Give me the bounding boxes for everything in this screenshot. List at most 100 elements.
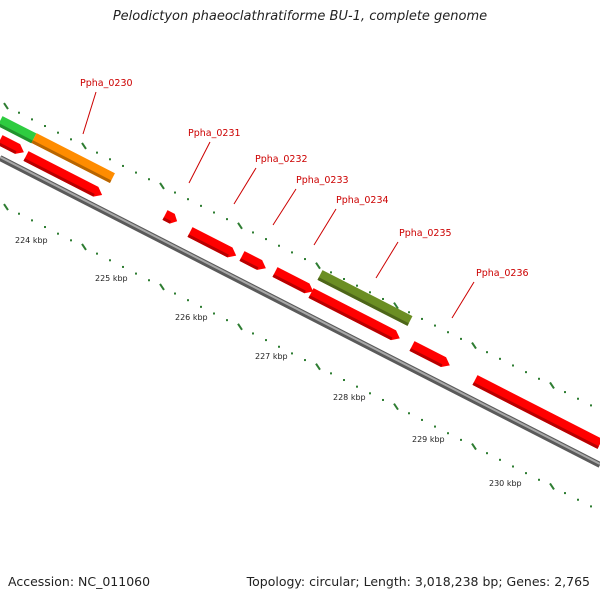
scale-dot (525, 472, 527, 475)
scale-dot (57, 131, 59, 134)
kbp-tick-label: 225 kbp (95, 274, 128, 283)
scale-dot (408, 412, 410, 415)
scale-dot (96, 151, 98, 154)
scale-dot (304, 258, 306, 261)
scale-dot (590, 505, 592, 508)
scale-dot (538, 478, 540, 481)
scale-dot (200, 204, 202, 207)
scale-dot (148, 178, 150, 181)
scale-dot (460, 438, 462, 441)
scale-dot (213, 211, 215, 214)
scale-dot (70, 138, 72, 141)
scale-dot (187, 198, 189, 201)
gene-ppha-0231 (162, 210, 178, 224)
scale-dot (369, 291, 371, 294)
scale-dot (382, 297, 384, 300)
scale-dot (564, 391, 566, 394)
scale-dot (122, 265, 124, 268)
leader-line (272, 188, 297, 226)
accession-text: Accession: NC_011060 (8, 574, 151, 589)
gene-ppha-0236 (472, 375, 600, 449)
scale-dot (408, 311, 410, 314)
scale-tick-mark (81, 243, 87, 251)
scale-dot (499, 458, 501, 461)
kbp-tick-label: 230 kbp (489, 479, 522, 488)
scale-dot (538, 377, 540, 380)
scale-tick-mark (471, 442, 477, 451)
scale-dot (174, 191, 176, 194)
kbp-tick-label: 226 kbp (175, 313, 208, 322)
gene-red-2 (409, 341, 450, 368)
scale-dot (382, 398, 384, 401)
scale-dot (44, 125, 46, 128)
scale-dot (512, 465, 514, 468)
scale-dot (122, 164, 124, 167)
scale-dot (343, 379, 345, 382)
scale-tick-mark (81, 142, 87, 150)
scale-tick-mark (315, 363, 321, 371)
scale-dot (252, 332, 254, 335)
gene-label-ppha-0236: Ppha_0236 (476, 268, 529, 279)
scale-dot (96, 252, 98, 255)
kbp-tick-label: 224 kbp (15, 236, 48, 245)
scale-dot (460, 337, 462, 340)
scale-dot (18, 111, 20, 114)
scale-tick-mark (3, 203, 9, 211)
scale-dot (18, 212, 20, 215)
gene-label-ppha-0232: Ppha_0232 (255, 154, 308, 165)
scale-dot (525, 371, 527, 374)
gene-red-1 (23, 151, 103, 197)
scale-dot (200, 305, 202, 308)
scale-dot (265, 238, 267, 241)
gene-ppha-0233 (239, 251, 266, 270)
scale-dot (512, 364, 514, 367)
genome-summary-text: Topology: circular; Length: 3,018,238 bp… (246, 574, 590, 589)
gene-red-partial (0, 135, 24, 154)
scale-tick-mark (3, 102, 9, 110)
gene-ppha-0230 (31, 133, 115, 184)
scale-dot (421, 418, 423, 421)
scale-dot (213, 312, 215, 315)
scale-tick-mark (237, 222, 243, 230)
scale-dot (70, 239, 72, 242)
scale-dot (135, 171, 137, 174)
leader-line (451, 281, 475, 319)
scale-tick-mark (159, 182, 165, 190)
scale-dot (434, 425, 436, 428)
scale-dot-rows (3, 102, 592, 508)
scale-dot (330, 271, 332, 274)
gene-label-ppha-0234: Ppha_0234 (336, 195, 389, 206)
scale-dot (447, 331, 449, 334)
scale-tick-mark (315, 262, 321, 270)
scale-dot (421, 317, 423, 320)
scale-tick-mark (393, 302, 399, 310)
scale-dot (109, 259, 111, 262)
scale-dot (148, 279, 150, 282)
kbp-tick-label: 227 kbp (255, 352, 288, 361)
scale-dot (499, 357, 501, 360)
scale-dot (57, 232, 59, 235)
gene-ppha-0234b (308, 288, 400, 341)
scale-dot (187, 299, 189, 302)
scale-dot (135, 272, 137, 275)
scale-tick-mark (549, 482, 555, 490)
scale-dot (265, 339, 267, 342)
scale-dot (330, 372, 332, 375)
scale-dot (174, 292, 176, 295)
gene-partial-green (0, 116, 37, 144)
gene-ppha-0235 (317, 270, 413, 326)
gene-ppha-0234 (272, 267, 314, 294)
scale-dot (252, 231, 254, 234)
leader-line (313, 208, 337, 246)
scale-dot (434, 324, 436, 327)
scale-dot (577, 397, 579, 400)
scale-dot (109, 158, 111, 161)
scale-dot (356, 385, 358, 388)
scale-dot (564, 492, 566, 495)
scale-dot (304, 359, 306, 362)
map-title: Pelodictyon phaeoclathratiforme BU-1, co… (112, 9, 488, 24)
scale-dot (226, 218, 228, 221)
scale-tick-mark (471, 341, 477, 350)
scale-dot (369, 392, 371, 395)
scale-dot (291, 352, 293, 355)
